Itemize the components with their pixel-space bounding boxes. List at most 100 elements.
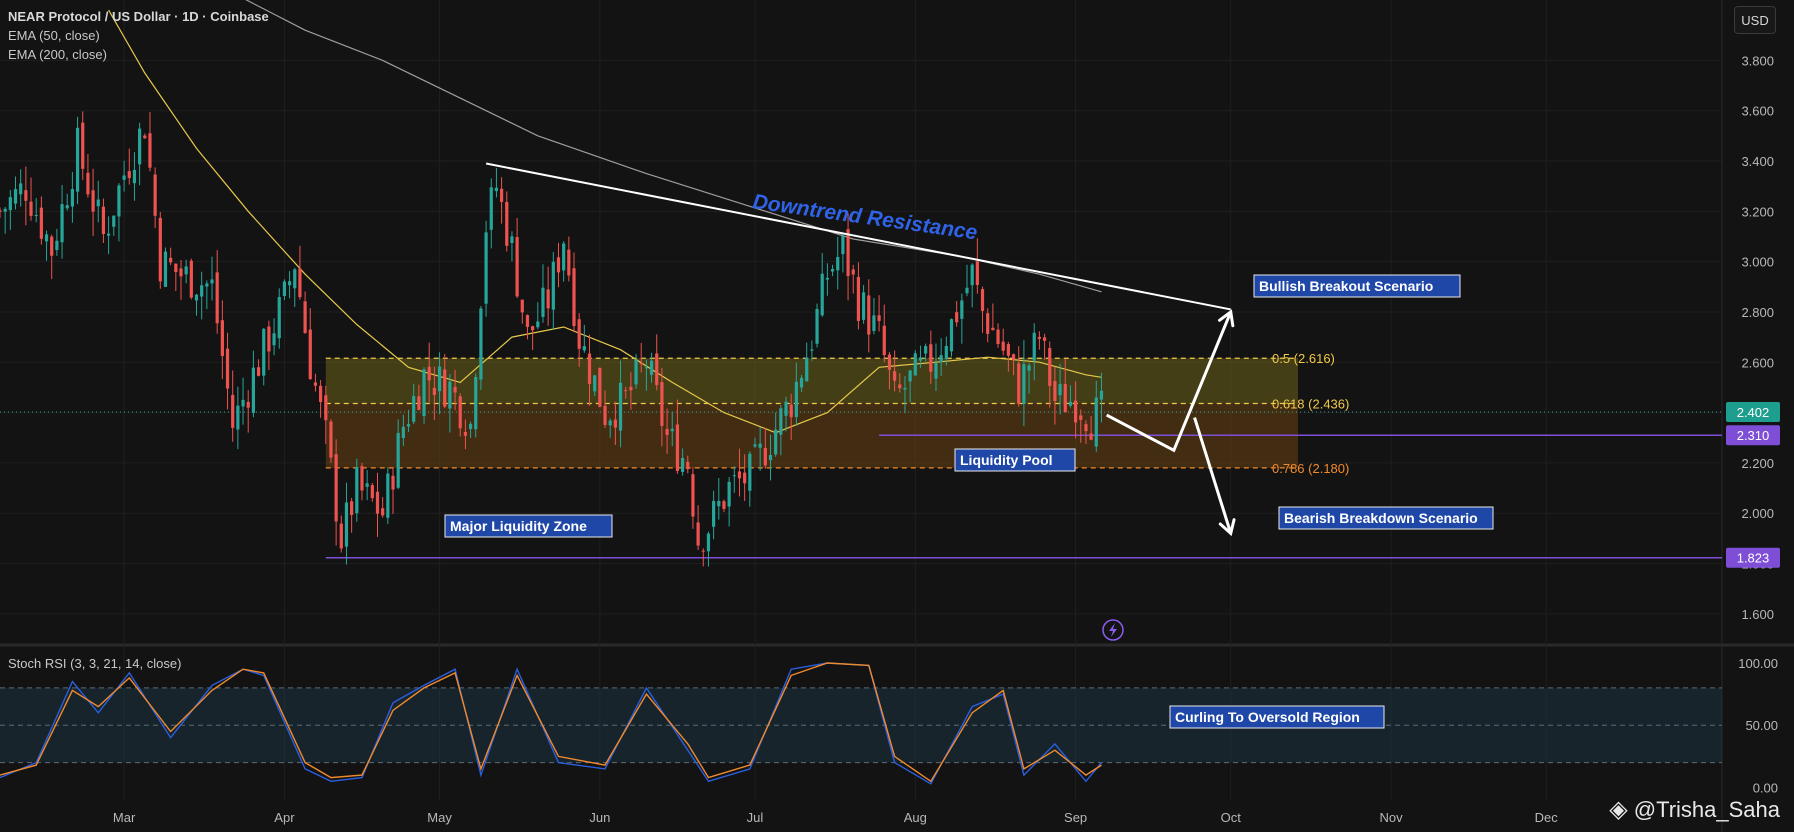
candle [536, 302, 540, 330]
candle-body [949, 319, 954, 352]
candle-body [163, 251, 168, 287]
candle [898, 373, 902, 393]
axis-labels: 1.6001.8002.0002.2002.4002.6002.8003.000… [113, 53, 1774, 825]
candle [1048, 341, 1052, 408]
candle-body [8, 197, 12, 211]
x-tick-label: May [427, 810, 452, 825]
x-tick-label: Aug [904, 810, 927, 825]
liquidity-pool-label-box [954, 448, 1076, 472]
candle-body [546, 289, 550, 309]
candle [965, 264, 969, 297]
candle-body [986, 313, 990, 334]
candle [572, 252, 576, 333]
candle [510, 231, 514, 262]
candle [1001, 328, 1005, 356]
candle-body [194, 294, 199, 301]
candle [712, 490, 716, 540]
currency-button[interactable]: USD [1734, 6, 1776, 34]
candle-body [246, 401, 250, 408]
candle-body [743, 472, 747, 484]
candle [381, 497, 385, 518]
candle-body [913, 353, 917, 376]
candle [1032, 323, 1036, 381]
candle-body [319, 385, 323, 403]
downtrend-resistance-line [485, 162, 1231, 311]
bearish-breakdown-label-text: Bearish Breakdown Scenario [1284, 510, 1478, 526]
candle-body [975, 261, 979, 285]
bearish-arrow-head [1218, 518, 1236, 537]
candle [225, 332, 230, 410]
candle [448, 373, 452, 433]
candle-body [893, 371, 897, 381]
candle-body [758, 443, 762, 448]
candle-body [1001, 341, 1005, 351]
candle-body [308, 329, 312, 380]
candle [427, 342, 431, 403]
candle-body [675, 424, 680, 471]
liquidity-pool-label: Liquidity Pool [954, 448, 1076, 472]
candle [8, 190, 12, 230]
candle-body [598, 367, 602, 407]
candle [458, 393, 462, 437]
candle [603, 390, 607, 428]
candle [944, 336, 948, 366]
candle [877, 295, 881, 332]
candle-body [329, 421, 333, 458]
candle-body [484, 232, 488, 304]
candle-body [815, 308, 819, 344]
candle-body [324, 395, 328, 421]
candle [841, 233, 845, 273]
x-tick-label: Nov [1379, 810, 1403, 825]
candle [903, 376, 907, 414]
candle-body [215, 272, 219, 324]
candle-body [365, 483, 369, 487]
candle-body [251, 367, 255, 413]
candle [324, 385, 328, 444]
candle [143, 133, 147, 139]
candle-body [649, 360, 654, 375]
candle [19, 169, 23, 207]
candle-body [334, 454, 338, 522]
candle-body [179, 268, 183, 277]
candle-body [701, 550, 705, 552]
candle-body [293, 269, 297, 289]
candle [484, 220, 488, 317]
candle-body [236, 405, 240, 430]
y-tick-label: 2.600 [1741, 355, 1774, 370]
candle [608, 418, 612, 438]
candle-body [412, 396, 416, 422]
candle-body [479, 308, 483, 380]
candle-body [691, 474, 695, 517]
candle [1079, 409, 1083, 443]
candle-body [3, 208, 7, 212]
candle [1027, 362, 1031, 394]
candle-body [805, 357, 809, 382]
candle-body [174, 263, 178, 273]
candle-body [556, 257, 561, 273]
candle [722, 499, 726, 513]
candle-body [489, 187, 493, 230]
x-tick-label: Dec [1535, 810, 1559, 825]
candle-body [918, 357, 923, 361]
candle [210, 256, 214, 301]
y-tick-label: 3.800 [1741, 53, 1774, 68]
candle-body [1053, 381, 1057, 401]
candle [820, 252, 824, 318]
candle [644, 359, 648, 391]
candle [365, 470, 369, 501]
candle [836, 236, 840, 290]
candle-body [536, 321, 540, 328]
candle [939, 338, 943, 376]
candle-body [112, 215, 116, 227]
candle [282, 279, 287, 301]
candle-body [696, 522, 700, 546]
candle [0, 207, 2, 218]
candle [794, 362, 798, 426]
candle [117, 183, 121, 242]
indicator-lines [0, 0, 1722, 559]
candle-body [830, 269, 835, 272]
candle [1037, 331, 1042, 350]
major-liquidity-zone-label: Major Liquidity Zone [444, 514, 613, 538]
candle-body [19, 183, 23, 195]
